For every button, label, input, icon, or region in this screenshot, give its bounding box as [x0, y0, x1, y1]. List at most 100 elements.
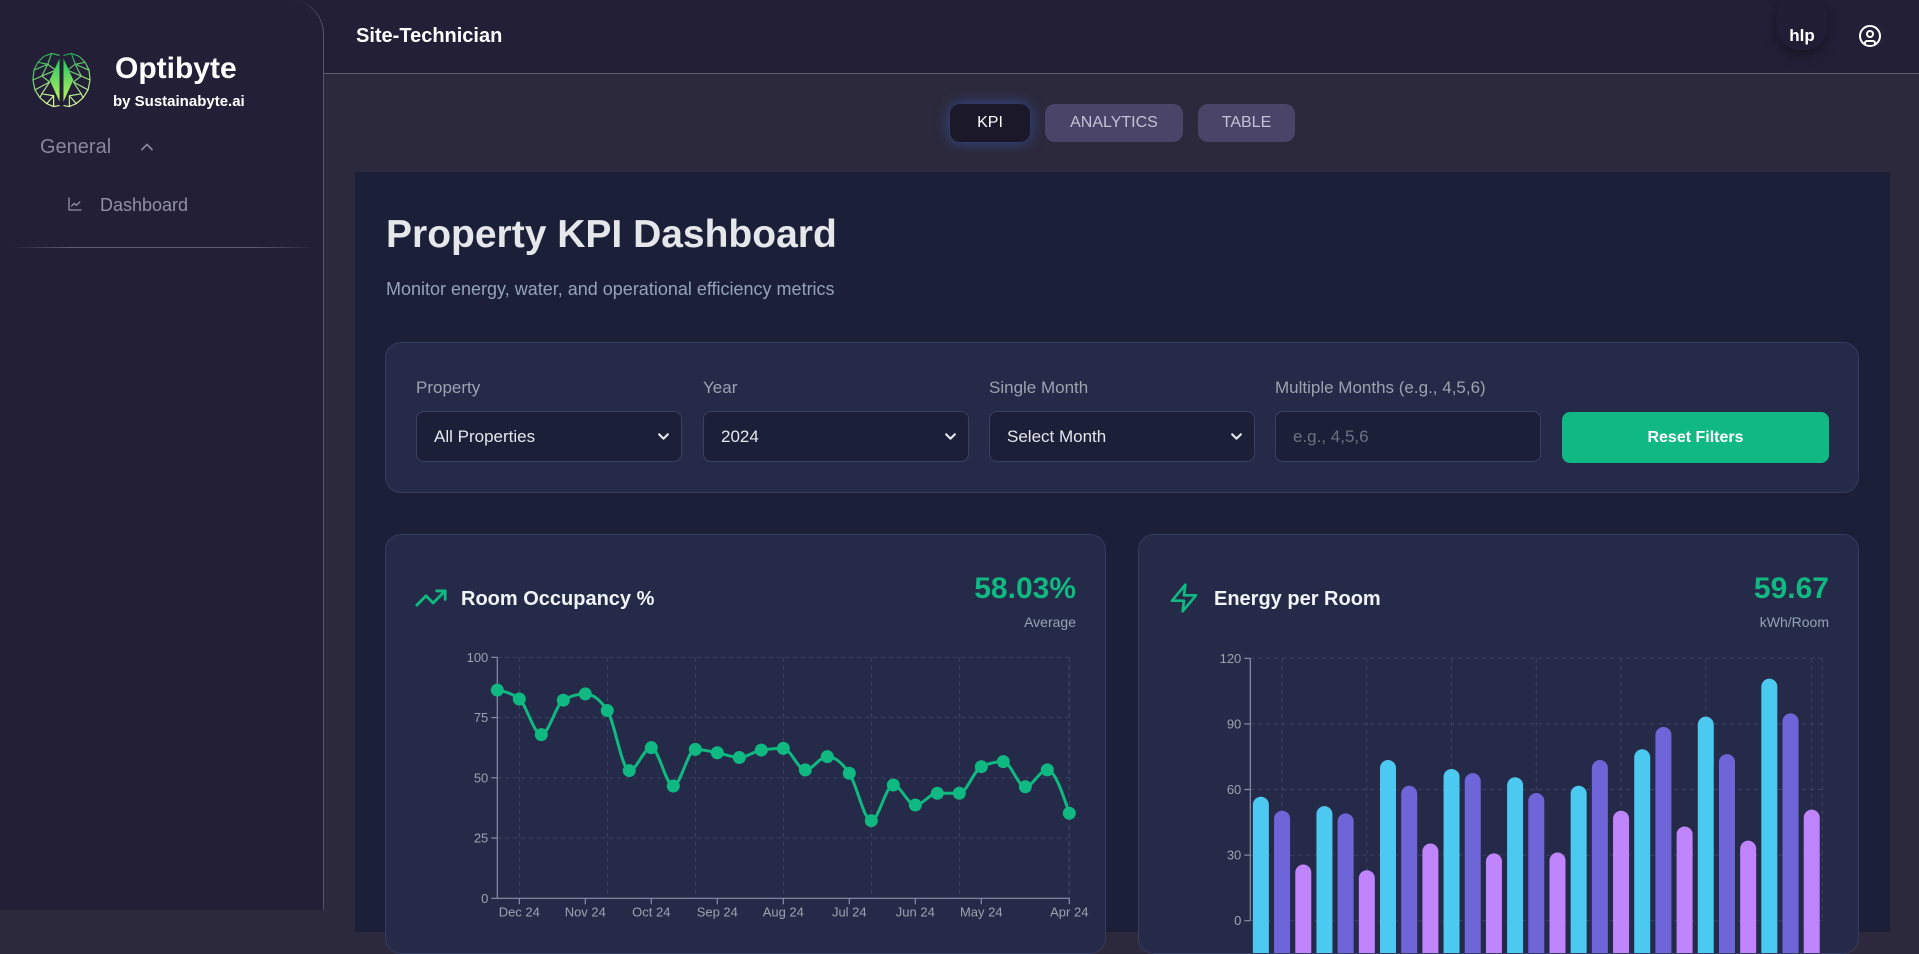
- bar: [1379, 760, 1396, 953]
- property-select-wrapper: All Properties: [416, 411, 682, 462]
- data-point: [534, 728, 548, 742]
- multiple-months-input-wrapper: [1275, 411, 1541, 462]
- kpi-title: Energy per Room: [1214, 588, 1381, 610]
- x-tick-label: Sep 24: [697, 904, 738, 919]
- y-tick-label: 30: [1227, 848, 1241, 863]
- help-button-background[interactable]: [1776, 0, 1828, 50]
- y-tick-label: 60: [1227, 782, 1241, 797]
- x-tick-label: Aug 24: [763, 904, 804, 919]
- y-tick-label: 120: [1220, 651, 1242, 666]
- kpi-title: Room Occupancy %: [461, 588, 655, 610]
- sidebar: Optibyte by Sustainabyte.ai General Dash…: [0, 0, 324, 910]
- x-tick-label: May 24: [960, 904, 1003, 919]
- kpi-caption: Average: [1024, 614, 1076, 630]
- bar: [1337, 813, 1354, 953]
- bar: [1782, 713, 1799, 953]
- data-point: [688, 742, 702, 756]
- x-tick-label: Jun 24: [896, 904, 935, 919]
- data-point: [930, 786, 944, 800]
- data-point: [512, 692, 526, 706]
- sidebar-divider: [10, 247, 316, 248]
- brand-tagline: by Sustainabyte.ai: [113, 93, 245, 110]
- data-point: [710, 746, 724, 760]
- user-circle-icon[interactable]: [1858, 24, 1882, 48]
- bar: [1697, 716, 1714, 953]
- data-point: [578, 687, 592, 701]
- filter-card: Property All Properties Year 2024 Single…: [385, 342, 1859, 493]
- bar: [1507, 777, 1524, 953]
- bar: [1358, 870, 1375, 953]
- x-tick-label: Nov 24: [565, 904, 606, 919]
- bar: [1740, 840, 1757, 953]
- y-tick-label: 25: [474, 831, 488, 846]
- data-point: [490, 683, 504, 697]
- year-select[interactable]: 2024: [703, 411, 969, 462]
- main-panel: Property KPI Dashboard Monitor energy, w…: [355, 172, 1890, 954]
- reset-filters-button[interactable]: Reset Filters: [1562, 412, 1829, 463]
- page-title: Property KPI Dashboard: [386, 213, 837, 256]
- data-point: [886, 778, 900, 792]
- kpi-caption: kWh/Room: [1759, 614, 1829, 630]
- data-point: [908, 798, 922, 812]
- data-point: [776, 741, 790, 755]
- data-point: [820, 750, 834, 764]
- sidebar-item-label: Dashboard: [100, 195, 189, 215]
- year-select-wrapper: 2024: [703, 411, 969, 462]
- brand-name: Optibyte: [115, 52, 237, 85]
- occupancy-line-chart: 0 25 50 75 100 Dec 24 Nov 24 Oct 24 Sep 24 Aug 24…: [467, 650, 1089, 920]
- brain-logo-icon: [32, 52, 91, 108]
- data-point: [842, 766, 856, 780]
- kpi-card-room-occupancy: Room Occupancy % 58.03% Average 0 25 50 75 1…: [385, 534, 1106, 954]
- year-label: Year: [703, 378, 738, 397]
- property-select[interactable]: All Properties: [416, 411, 682, 462]
- data-point: [974, 760, 988, 774]
- y-tick-label: 50: [474, 770, 488, 785]
- y-tick-label: 0: [481, 891, 488, 906]
- bar: [1591, 760, 1608, 953]
- bar: [1655, 727, 1672, 953]
- trending-up-icon: [415, 589, 447, 607]
- single-month-select-wrapper: Select Month: [989, 411, 1255, 462]
- sidebar-item-dashboard[interactable]: Dashboard: [60, 190, 280, 220]
- bar: [1570, 785, 1587, 953]
- bar: [1464, 773, 1481, 953]
- tab-kpi[interactable]: KPI: [950, 104, 1030, 142]
- data-point: [732, 751, 746, 765]
- data-point: [996, 755, 1010, 769]
- data-point: [798, 763, 812, 777]
- chevron-up-icon[interactable]: [139, 139, 155, 155]
- bar: [1252, 796, 1269, 953]
- bar: [1613, 810, 1630, 953]
- bar: [1803, 809, 1820, 953]
- data-point: [864, 814, 878, 828]
- data-point: [1062, 806, 1076, 820]
- kpi-card-energy-per-room: Energy per Room 59.67 kWh/Room 0 30 60 90 12…: [1138, 534, 1859, 954]
- y-tick-label: 75: [474, 710, 488, 725]
- page-subtitle: Monitor energy, water, and operational e…: [386, 279, 835, 299]
- tab-analytics[interactable]: ANALYTICS: [1045, 104, 1183, 142]
- help-button[interactable]: hlp: [1789, 26, 1815, 45]
- bar: [1528, 793, 1545, 953]
- bar: [1676, 826, 1693, 953]
- multiple-months-input[interactable]: [1275, 411, 1541, 462]
- bar: [1401, 785, 1418, 953]
- x-tick-label: Jul 24: [832, 904, 867, 919]
- bar: [1295, 864, 1312, 953]
- y-tick-label: 100: [467, 650, 489, 665]
- energy-bar-chart: 0 30 60 90 120: [1220, 651, 1823, 953]
- bar: [1485, 853, 1502, 953]
- y-tick-label: 0: [1234, 913, 1241, 928]
- data-point: [600, 704, 614, 718]
- single-month-select[interactable]: Select Month: [989, 411, 1255, 462]
- data-point: [556, 693, 570, 707]
- x-tick-label: Dec 24: [499, 904, 540, 919]
- x-tick-label: Apr 24: [1050, 904, 1088, 919]
- y-tick-label: 90: [1227, 716, 1241, 731]
- tab-table[interactable]: TABLE: [1198, 104, 1295, 142]
- property-label: Property: [416, 378, 481, 397]
- bar: [1316, 806, 1333, 953]
- bar: [1422, 843, 1439, 953]
- single-month-label: Single Month: [989, 378, 1089, 397]
- sidebar-section-general[interactable]: General: [40, 136, 112, 158]
- bar: [1549, 852, 1566, 953]
